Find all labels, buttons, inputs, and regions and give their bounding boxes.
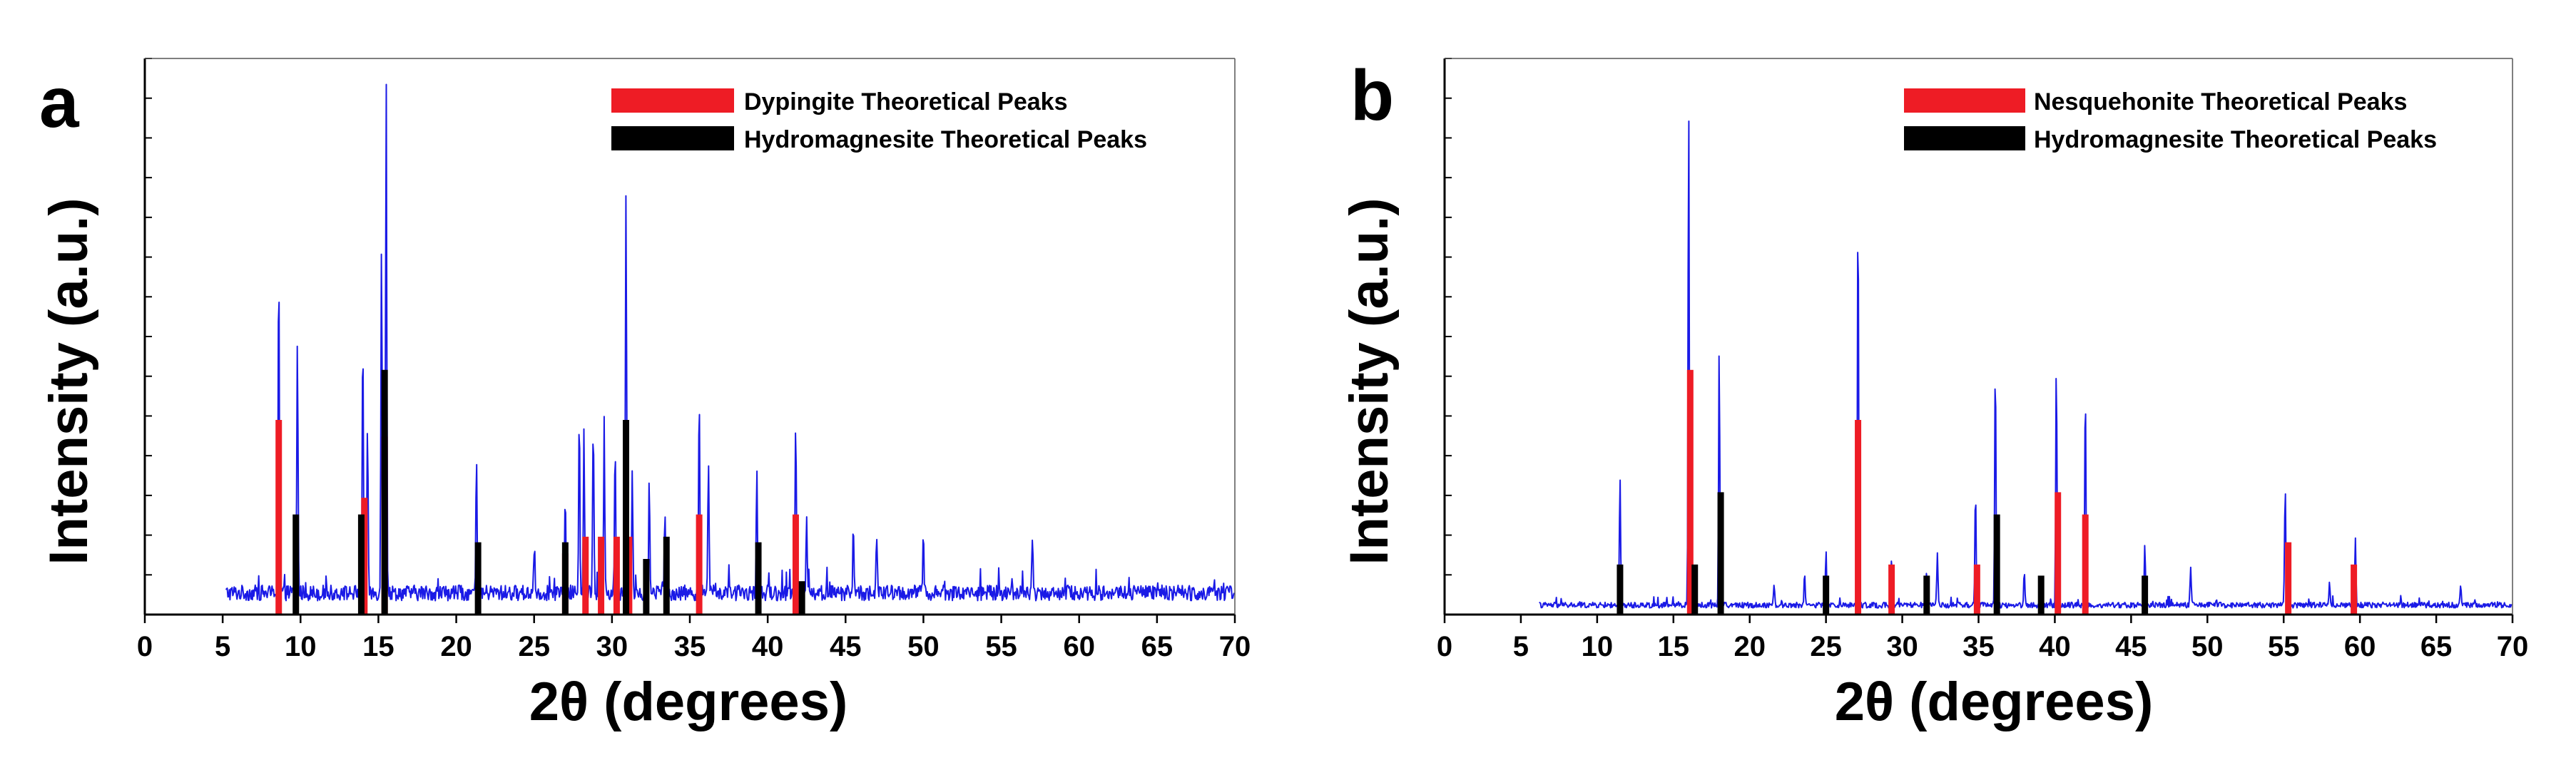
panel-a-hydromagnesite-theoretical-peak-bar <box>561 542 569 615</box>
panel-b-hydromagnesite-theoretical-peak-bar <box>2037 575 2045 615</box>
panel-a-x-tick-label: 55 <box>985 631 1017 662</box>
panel-a-x-tick-label: 0 <box>137 631 153 662</box>
panel-b-hydromagnesite-theoretical-peak-bar <box>1993 514 2000 615</box>
legend-label-dypingite: Dypingite Theoretical Peaks <box>744 88 1068 115</box>
legend-label-hydromagnesite: Hydromagnesite Theoretical Peaks <box>2034 126 2437 153</box>
panel-b-primary-theoretical-peak-bar <box>1686 369 1694 615</box>
panel-a-hydromagnesite-theoretical-peak-bar <box>623 420 630 615</box>
panel-b-primary-theoretical-peak-bar <box>1888 564 1895 615</box>
panel-b-hydromagnesite-theoretical-peak-bar <box>2142 575 2149 615</box>
panel-a-xrd-pattern-line <box>225 83 1235 602</box>
panel-a-x-tick-label: 45 <box>830 631 862 662</box>
panel-a-primary-theoretical-peak-bar <box>792 514 799 615</box>
panel-a-x-tick-label: 25 <box>518 631 550 662</box>
panel-a-primary-theoretical-peak-bar <box>613 536 620 615</box>
panel-a-primary-theoretical-peak-bar <box>275 420 282 615</box>
panel-a-hydromagnesite-theoretical-peak-bar <box>798 581 805 615</box>
panel-a-primary-theoretical-peak-bar <box>582 536 589 615</box>
panel-a-hydromagnesite-theoretical-peak-bar <box>474 542 482 615</box>
panel-b-primary-theoretical-peak-bar <box>2055 492 2062 615</box>
panel-b-y-axis-title: Intensity (a.u.) <box>1339 197 1400 565</box>
panel-b-x-tick-label: 25 <box>1810 631 1842 662</box>
panel-b-x-tick-label: 55 <box>2268 631 2300 662</box>
legend-swatch-hydromagnesite <box>1904 126 2025 150</box>
panel-a-legend: Dypingite Theoretical Peaks Hydromagnesi… <box>611 88 1147 153</box>
panel-b-x-tick-label: 0 <box>1437 631 1452 662</box>
panel-a-primary-theoretical-peak-bar <box>696 514 703 615</box>
panel-b-legend: Nesquehonite Theoretical Peaks Hydromagn… <box>1904 88 2437 153</box>
panel-a: a Intensity (a.u.) 2θ (degrees) 0 5 10 15 20… <box>39 58 1251 732</box>
panel-a-primary-theoretical-peak-bar <box>598 536 605 615</box>
panel-b-x-tick-label: 30 <box>1886 631 1918 662</box>
panel-a-y-axis-title: Intensity (a.u.) <box>39 197 99 565</box>
panel-b-xrd-pattern-line <box>1539 120 2513 609</box>
panel-a-x-tick-label: 10 <box>285 631 317 662</box>
panel-b-letter: b <box>1350 56 1394 135</box>
panel-b-x-tick-label: 15 <box>1658 631 1690 662</box>
legend-label-nesquehonite: Nesquehonite Theoretical Peaks <box>2034 88 2407 115</box>
panel-a-x-tick-label: 30 <box>596 631 628 662</box>
panel-a-x-axis-title: 2θ (degrees) <box>529 672 848 732</box>
panel-b-x-tick-label: 45 <box>2115 631 2147 662</box>
legend-swatch-dypingite <box>611 88 734 113</box>
legend-swatch-hydromagnesite <box>611 126 734 150</box>
panel-b-primary-theoretical-peak-bar <box>1855 420 1862 615</box>
panel-b-hydromagnesite-theoretical-peak-bar <box>1617 564 1624 615</box>
panel-b-x-tick-label: 60 <box>2344 631 2376 662</box>
panel-a-x-tick-label: 40 <box>752 631 784 662</box>
panel-a-hydromagnesite-theoretical-peak-bar <box>663 536 670 615</box>
panel-b-plot-area: 0 5 10 15 20 25 30 35 40 45 50 55 60 65 70 <box>1437 58 2528 662</box>
legend-swatch-nesquehonite <box>1904 88 2025 113</box>
panel-b-primary-theoretical-peak-bar <box>2351 564 2358 615</box>
panel-a-x-tick-label: 15 <box>362 631 394 662</box>
panel-b-x-tick-label: 70 <box>2497 631 2529 662</box>
legend-label-hydromagnesite: Hydromagnesite Theoretical Peaks <box>744 126 1147 153</box>
panel-b-x-tick-label: 20 <box>1734 631 1766 662</box>
panel-a-hydromagnesite-theoretical-peak-bar <box>755 542 762 615</box>
panel-a-hydromagnesite-theoretical-peak-bar <box>381 369 388 615</box>
panel-a-x-tick-label: 70 <box>1219 631 1251 662</box>
panel-b-primary-theoretical-peak-bar <box>1973 564 1980 615</box>
panel-b-x-tick-label: 5 <box>1513 631 1529 662</box>
panel-b-x-tick-label: 10 <box>1582 631 1614 662</box>
panel-a-hydromagnesite-theoretical-peak-bar <box>643 559 650 615</box>
panel-b-hydromagnesite-theoretical-peak-bar <box>1823 575 1830 615</box>
panel-a-x-tick-label: 20 <box>440 631 472 662</box>
panel-a-x-tick-label: 35 <box>674 631 706 662</box>
panel-b-primary-theoretical-peak-bar <box>2285 542 2292 615</box>
panel-b-primary-theoretical-peak-bar <box>2082 514 2089 615</box>
panel-b-x-tick-label: 65 <box>2420 631 2453 662</box>
panel-a-plot-area: 0 5 10 15 20 25 30 35 40 45 50 55 60 65 70 <box>137 58 1251 662</box>
panel-a-x-tick-label: 60 <box>1063 631 1095 662</box>
panel-b-hydromagnesite-theoretical-peak-bar <box>1923 575 1930 615</box>
panel-b-hydromagnesite-theoretical-peak-bar <box>1717 492 1724 615</box>
panel-a-x-tick-label: 5 <box>215 631 230 662</box>
panel-a-x-tick-label: 65 <box>1141 631 1174 662</box>
panel-b-x-tick-label: 50 <box>2191 631 2224 662</box>
panel-a-letter: a <box>39 63 80 143</box>
panel-b-x-axis-title: 2θ (degrees) <box>1835 672 2154 732</box>
panel-b-hydromagnesite-theoretical-peak-bar <box>1691 564 1699 615</box>
panel-b-x-tick-label: 35 <box>1962 631 1995 662</box>
panel-a-x-tick-label: 50 <box>907 631 940 662</box>
panel-a-hydromagnesite-theoretical-peak-bar <box>357 514 365 615</box>
panel-b: b Intensity (a.u.) 2θ (degrees) 0 5 10 15 20… <box>1339 56 2528 732</box>
panel-a-hydromagnesite-theoretical-peak-bar <box>292 514 300 615</box>
panel-b-x-tick-label: 40 <box>2039 631 2071 662</box>
